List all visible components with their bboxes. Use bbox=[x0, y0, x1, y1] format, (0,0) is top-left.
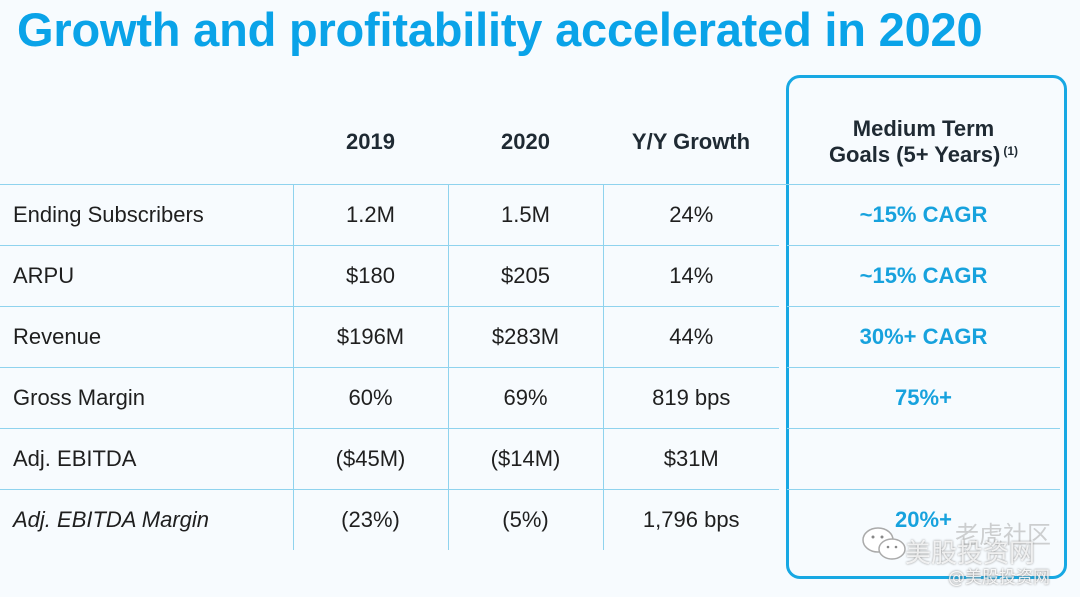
financial-table: 2019 2020 Y/Y Growth Medium Term Goals (… bbox=[0, 100, 1060, 550]
header-gap bbox=[779, 100, 787, 185]
value-medium-term-goal bbox=[787, 428, 1060, 490]
value-2020: ($14M) bbox=[447, 428, 603, 490]
value-2019: ($45M) bbox=[292, 428, 448, 490]
wechat-icon bbox=[862, 527, 906, 560]
value-2019: (23%) bbox=[292, 489, 448, 550]
table-header-row: 2019 2020 Y/Y Growth Medium Term Goals (… bbox=[0, 100, 1060, 185]
header-medium-term-goals: Medium Term Goals (5+ Years) (1) bbox=[787, 100, 1060, 185]
table-row: Adj. EBITDA ($45M) ($14M) $31M bbox=[0, 428, 1060, 490]
value-2020: 1.5M bbox=[447, 184, 603, 246]
value-2019: $180 bbox=[292, 245, 448, 307]
value-2019: 60% bbox=[292, 367, 448, 429]
table-row: ARPU $180 $205 14% ~15% CAGR bbox=[0, 245, 1060, 307]
row-label: ARPU bbox=[0, 245, 293, 307]
watermark-line3: @美股投资网 bbox=[948, 568, 1050, 588]
value-yy-growth: 819 bps bbox=[602, 367, 779, 429]
value-medium-term-goal: ~15% CAGR bbox=[787, 184, 1060, 246]
value-medium-term-goal: 20%+ bbox=[895, 507, 952, 532]
footnote-marker: (1) bbox=[1003, 144, 1019, 158]
goals-header-line2: Goals (5+ Years) (1) bbox=[828, 142, 1019, 167]
gap bbox=[779, 429, 787, 490]
value-medium-term-goal: 30%+ CAGR bbox=[787, 306, 1060, 368]
value-2019: $196M bbox=[292, 306, 448, 368]
watermark-line1: 老虎社区 bbox=[955, 521, 1051, 549]
gap bbox=[779, 368, 787, 429]
gap bbox=[779, 307, 787, 368]
watermark-line2: 美股投资网 bbox=[905, 539, 1036, 569]
value-yy-growth: 14% bbox=[602, 245, 779, 307]
table-row: Revenue $196M $283M 44% 30%+ CAGR bbox=[0, 306, 1060, 368]
table-row: Ending Subscribers 1.2M 1.5M 24% ~15% CAGR bbox=[0, 184, 1060, 246]
slide-title: Growth and profitability accelerated in … bbox=[17, 3, 983, 56]
value-2020: 69% bbox=[447, 367, 603, 429]
table-row: Adj. EBITDA Margin (23%) (5%) 1,796 bps 20%+ bbox=[0, 489, 1060, 551]
value-2020: (5%) bbox=[447, 489, 603, 550]
goals-header-line1: Medium Term bbox=[852, 116, 995, 141]
table-row: Gross Margin 60% 69% 819 bps 75%+ bbox=[0, 367, 1060, 429]
value-yy-growth: $31M bbox=[602, 428, 779, 490]
row-label: Ending Subscribers bbox=[0, 184, 293, 246]
value-2020: $283M bbox=[447, 306, 603, 368]
gap bbox=[779, 490, 787, 551]
row-label: Adj. EBITDA Margin bbox=[13, 507, 210, 532]
header-2020: 2020 bbox=[448, 100, 603, 185]
row-label: Revenue bbox=[0, 306, 293, 368]
header-metric bbox=[0, 100, 293, 185]
value-medium-term-goal: ~15% CAGR bbox=[787, 245, 1060, 307]
value-yy-growth: 24% bbox=[602, 184, 779, 246]
header-yy-growth: Y/Y Growth bbox=[603, 100, 779, 185]
value-medium-term-goal: 75%+ bbox=[787, 367, 1060, 429]
row-label: Gross Margin bbox=[0, 367, 293, 429]
header-2019: 2019 bbox=[293, 100, 448, 185]
row-label: Adj. EBITDA bbox=[0, 428, 293, 490]
value-2020: $205 bbox=[447, 245, 603, 307]
gap bbox=[779, 185, 787, 246]
value-yy-growth: 1,796 bps bbox=[602, 489, 779, 550]
value-yy-growth: 44% bbox=[602, 306, 779, 368]
gap bbox=[779, 246, 787, 307]
value-2019: 1.2M bbox=[292, 184, 448, 246]
